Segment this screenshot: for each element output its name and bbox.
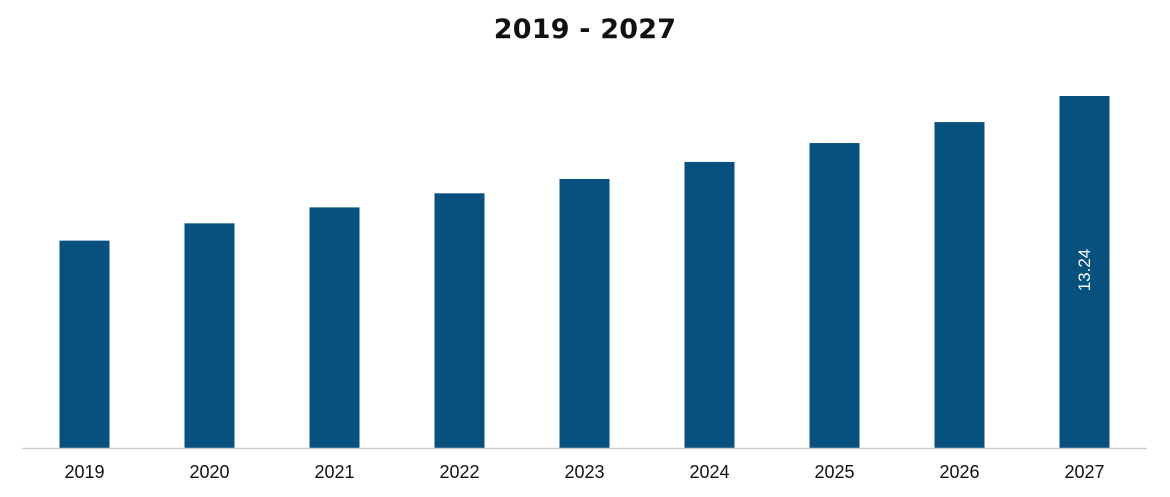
x-tick-labels: 2019 2020 2021 2022 2023 2024 2025 2026 2027 [64, 462, 1104, 482]
bar-2021 [309, 207, 360, 448]
bar-2026 [934, 122, 985, 448]
data-labels: 13.24 [1075, 249, 1094, 292]
x-tick-label-2023: 2023 [564, 462, 604, 482]
x-tick-label-2020: 2020 [189, 462, 229, 482]
x-tick-label-2019: 2019 [64, 462, 104, 482]
bar-2027 [1059, 96, 1110, 448]
x-tick-label-2026: 2026 [939, 462, 979, 482]
bar-2025 [809, 143, 860, 448]
x-tick-label-2025: 2025 [814, 462, 854, 482]
x-tick-label-2022: 2022 [439, 462, 479, 482]
bars-layer [59, 96, 1110, 448]
bar-2023 [559, 178, 610, 448]
x-tick-label-2021: 2021 [314, 462, 354, 482]
chart-title: 2019 - 2027 [493, 14, 677, 45]
bar-2022 [434, 193, 485, 448]
x-tick-label-2027: 2027 [1064, 462, 1104, 482]
bar-2020 [184, 223, 235, 448]
bar-2024 [684, 161, 735, 448]
data-label-2027: 13.24 [1075, 249, 1094, 292]
x-tick-label-2024: 2024 [689, 462, 729, 482]
bar-2019 [59, 240, 110, 448]
